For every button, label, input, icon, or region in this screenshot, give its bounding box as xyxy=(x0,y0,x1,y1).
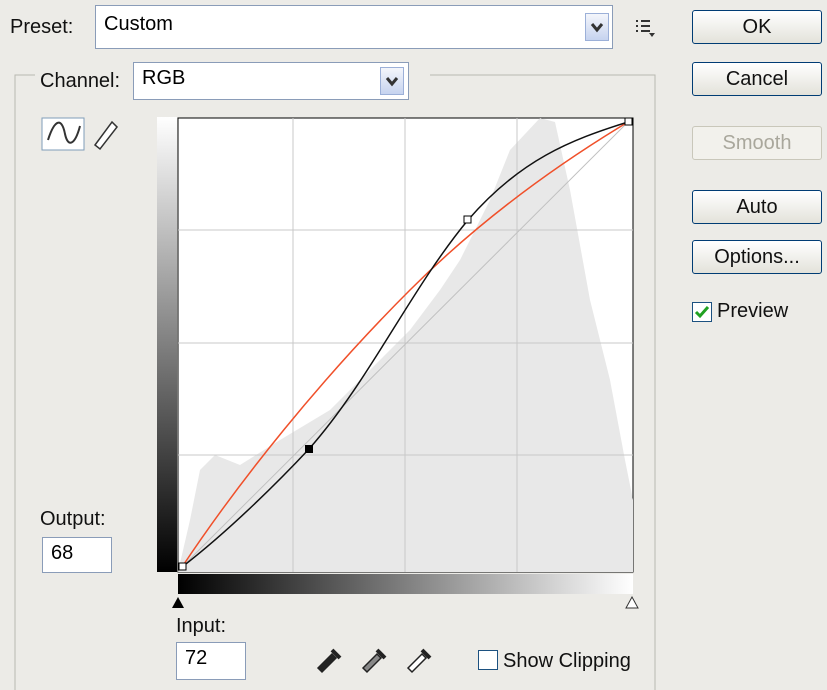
preset-dropdown[interactable]: Custom xyxy=(95,5,613,49)
curve-point-selected[interactable] xyxy=(305,445,313,453)
preset-menu-icon[interactable] xyxy=(634,18,658,38)
output-label: Output: xyxy=(40,508,106,530)
output-field[interactable]: 68 xyxy=(42,537,112,573)
baseline xyxy=(181,121,629,568)
preset-arrow[interactable] xyxy=(585,13,609,41)
composite-curve xyxy=(181,121,629,568)
smooth-button: Smooth xyxy=(692,126,822,160)
white-slider[interactable] xyxy=(625,595,639,609)
cancel-button[interactable]: Cancel xyxy=(692,62,822,96)
preset-label: Preset: xyxy=(10,16,74,38)
red-curve xyxy=(181,121,629,568)
channel-label: Channel: xyxy=(40,70,121,92)
eyedroppers[interactable] xyxy=(316,648,432,674)
output-gradient xyxy=(157,117,177,572)
show-clipping-label: Show Clipping xyxy=(503,650,631,672)
channel-dropdown[interactable]: RGB xyxy=(133,62,409,100)
preview-label: Preview xyxy=(717,300,789,322)
ok-button[interactable]: OK xyxy=(692,10,822,44)
input-label: Input: xyxy=(176,615,227,637)
preview-checkbox[interactable] xyxy=(692,302,712,322)
options-button[interactable]: Options... xyxy=(692,240,822,274)
input-field[interactable]: 72 xyxy=(176,642,246,680)
curve-point[interactable] xyxy=(463,215,472,224)
auto-button[interactable]: Auto xyxy=(692,190,822,224)
curve-point[interactable] xyxy=(178,562,187,571)
channel-arrow[interactable] xyxy=(380,67,404,95)
black-slider[interactable] xyxy=(172,597,184,608)
curve-point[interactable] xyxy=(624,117,633,126)
pencil-tool[interactable] xyxy=(93,120,118,151)
input-gradient xyxy=(178,574,633,594)
show-clipping-checkbox[interactable] xyxy=(478,650,498,670)
